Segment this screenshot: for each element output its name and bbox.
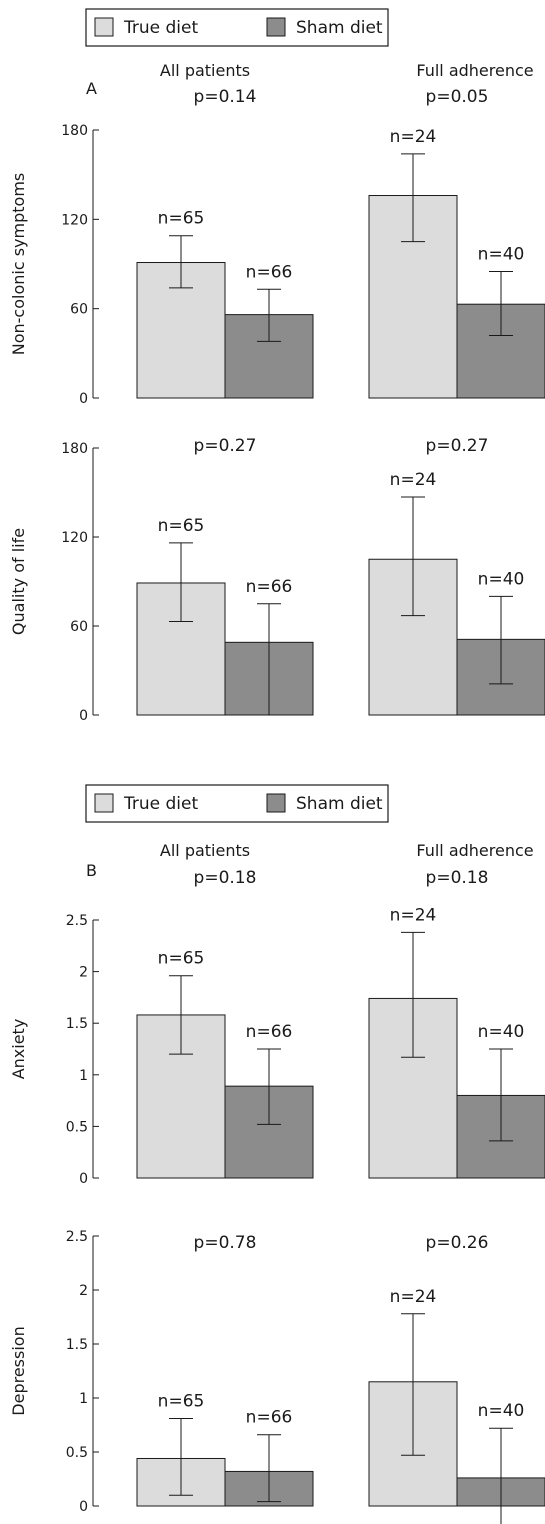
y-tick-label: 1 — [79, 1391, 88, 1407]
y-tick-label: 180 — [61, 123, 88, 139]
group-label-all-b: All patients — [160, 841, 250, 860]
group-label-full-b: Full adherence — [416, 841, 533, 860]
n-label: n=40 — [478, 569, 525, 589]
y-tick-label: 60 — [70, 619, 88, 635]
y-tick-label: 1.5 — [66, 1016, 88, 1032]
n-label: n=24 — [390, 470, 437, 490]
p-value-label: p=0.05 — [426, 87, 489, 107]
y-tick-label: 2.5 — [66, 1229, 88, 1245]
legend-sham-swatch — [266, 793, 286, 813]
group-label-all-a: All patients — [160, 61, 250, 80]
y-tick-label: 2.5 — [66, 913, 88, 929]
p-value-label: p=0.14 — [194, 87, 257, 107]
n-label: n=66 — [246, 577, 293, 597]
y-tick-label: 0 — [79, 391, 88, 407]
n-label: n=24 — [390, 1287, 437, 1307]
legend-box — [85, 8, 389, 47]
legend-sham-swatch — [266, 17, 286, 37]
n-label: n=66 — [246, 1022, 293, 1042]
y-tick-label: 0.5 — [66, 1445, 88, 1461]
y-axis-label: Non-colonic symptoms — [9, 173, 28, 356]
legend-true-swatch — [94, 793, 114, 813]
p-value-label: p=0.27 — [426, 436, 489, 456]
y-tick-label: 1 — [79, 1068, 88, 1084]
p-value-label: p=0.18 — [194, 868, 257, 888]
p-value-label: p=0.78 — [194, 1233, 257, 1253]
legend-b: True diet Sham diet — [85, 784, 389, 823]
n-label: n=65 — [158, 516, 205, 536]
y-tick-label: 2 — [79, 965, 88, 981]
y-axis-label: Quality of life — [9, 528, 28, 635]
n-label: n=65 — [158, 209, 205, 229]
y-tick-label: 0 — [79, 1499, 88, 1515]
n-label: n=65 — [158, 1392, 205, 1412]
p-value-label: p=0.27 — [194, 436, 257, 456]
y-tick-label: 1.5 — [66, 1337, 88, 1353]
legend-true-label: True diet — [123, 794, 198, 814]
n-label: n=66 — [246, 1408, 293, 1428]
legend-a: True diet Sham diet — [85, 8, 389, 47]
legend-sham-label: Sham diet — [296, 794, 383, 814]
y-tick-label: 2 — [79, 1283, 88, 1299]
y-tick-label: 120 — [61, 212, 88, 228]
legend-true-label: True diet — [123, 18, 198, 38]
y-tick-label: 0 — [79, 708, 88, 724]
y-tick-label: 0.5 — [66, 1119, 88, 1135]
y-tick-label: 60 — [70, 302, 88, 318]
legend-box — [85, 784, 389, 823]
y-axis-label: Anxiety — [9, 1019, 28, 1080]
n-label: n=24 — [390, 127, 437, 147]
group-label-full-a: Full adherence — [416, 61, 533, 80]
p-value-label: p=0.18 — [426, 868, 489, 888]
p-value-label: p=0.26 — [426, 1233, 489, 1253]
y-tick-label: 0 — [79, 1171, 88, 1187]
panel-letter-b: B — [86, 861, 97, 880]
n-label: n=66 — [246, 262, 293, 282]
legend-sham-label: Sham diet — [296, 18, 383, 38]
n-label: n=24 — [390, 905, 437, 925]
y-axis-label: Depression — [9, 1326, 28, 1415]
legend-true-swatch — [94, 17, 114, 37]
panel-letter-a: A — [86, 79, 97, 98]
n-label: n=40 — [478, 1022, 525, 1042]
y-tick-label: 120 — [61, 530, 88, 546]
n-label: n=65 — [158, 949, 205, 969]
y-tick-label: 180 — [61, 441, 88, 457]
n-label: n=40 — [478, 244, 525, 264]
n-label: n=40 — [478, 1401, 525, 1421]
